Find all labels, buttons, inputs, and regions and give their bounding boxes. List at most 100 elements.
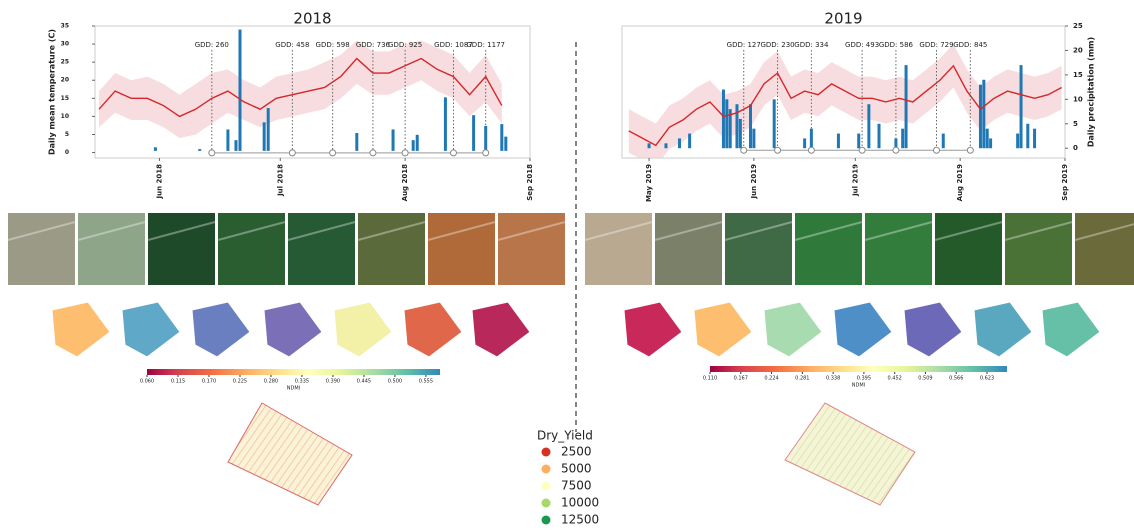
y2-tick-label: 5	[1073, 120, 1078, 128]
ndmi-field	[764, 302, 822, 357]
colorbar-tick-label: 0.115	[171, 379, 185, 385]
gdd-label: GDD: 736	[356, 41, 391, 49]
gdd-marker	[859, 147, 865, 153]
precipitation-bar	[239, 30, 242, 151]
legend-label: 2500	[561, 445, 592, 459]
x-tick-label: Aug 2019	[956, 164, 964, 201]
precipitation-bar	[472, 115, 475, 151]
colorbar-tick-label: 0.445	[357, 379, 371, 385]
colorbar-tick-label: 0.060	[140, 379, 154, 385]
colorbar-tick-label: 0.281	[795, 376, 809, 382]
colorbar	[710, 366, 1007, 372]
satellite-images	[8, 213, 1134, 285]
yield-map	[785, 403, 915, 505]
precipitation-bar	[198, 149, 201, 151]
ndmi-field	[334, 302, 392, 357]
precipitation-bar	[154, 147, 157, 151]
colorbar-tick-label: 0.110	[703, 376, 717, 382]
colorbar-tick-label: 0.623	[980, 376, 994, 382]
precipitation-bar	[857, 134, 860, 149]
precipitation-bar	[752, 129, 755, 149]
y-tick-label: 30	[61, 41, 69, 48]
colorbar-tick-label: 0.224	[764, 376, 778, 382]
colorbar-tick-label: 0.170	[202, 379, 216, 385]
gdd-marker	[402, 150, 408, 156]
ndmi-field	[624, 302, 682, 357]
temperature-band	[629, 44, 1062, 167]
precipitation-bar	[803, 138, 806, 148]
gdd-marker	[967, 147, 973, 153]
gdd-label: GDD: 127	[727, 41, 761, 49]
colorbar-tick-label: 0.390	[326, 379, 340, 385]
legend-marker	[542, 448, 551, 457]
precipitation-bar	[982, 80, 985, 148]
gdd-label: GDD: 493	[845, 41, 879, 49]
gdd-label: GDD: 458	[275, 41, 309, 49]
gdd-marker	[483, 150, 489, 156]
y-tick-label: 25	[61, 59, 69, 66]
y-tick-label: 5	[65, 131, 69, 138]
y-tick-label: 20	[61, 77, 69, 84]
precipitation-bar	[416, 135, 419, 151]
satellite-tile	[1075, 213, 1134, 285]
colorbar-tick-label: 0.225	[233, 379, 247, 385]
colorbar-label: NDMI	[852, 383, 865, 389]
y-tick-label: 0	[65, 149, 69, 156]
x-tick-label: Sep 2019	[1061, 164, 1069, 201]
precipitation-bar	[722, 90, 725, 149]
gdd-marker	[775, 147, 781, 153]
colorbar-tick-label: 0.500	[388, 379, 402, 385]
figure: 2018GDD: 260GDD: 458GDD: 598GDD: 736GDD:…	[0, 0, 1134, 532]
precipitation-bar	[905, 65, 908, 148]
legend-title: Dry_Yield	[537, 429, 593, 443]
precipitation-bar	[837, 134, 840, 149]
precipitation-bar	[986, 129, 989, 149]
gdd-label: GDD: 925	[388, 41, 422, 49]
y2-tick-label: 0	[1073, 144, 1078, 152]
gdd-marker	[330, 150, 336, 156]
precipitation-bar	[648, 143, 651, 148]
legend-marker	[542, 482, 551, 491]
colorbar-tick-label: 0.452	[888, 376, 902, 382]
legend-marker	[542, 499, 551, 508]
y-tick-label: 35	[61, 23, 69, 30]
colorbar-tick-label: 0.280	[264, 379, 278, 385]
plot-area	[629, 44, 1062, 167]
ndmi-field	[52, 302, 110, 357]
precipitation-bar	[664, 143, 667, 148]
temperature-band	[99, 40, 502, 138]
y2-tick-label: 10	[1073, 95, 1083, 103]
legend-label: 5000	[561, 462, 592, 476]
x-tick-label: Jul 2019	[851, 164, 859, 197]
precipitation-bar	[267, 108, 270, 151]
legend-label: 10000	[561, 496, 599, 510]
precipitation-bar	[263, 122, 266, 151]
y-axis-label: Daily mean temperature (C)	[48, 29, 57, 155]
x-tick-label: May 2019	[645, 164, 653, 202]
y2-axis-label: Daily precipitation (mm)	[1087, 37, 1096, 147]
precipitation-bar	[688, 134, 691, 149]
precipitation-bar	[867, 104, 870, 148]
precipitation-bar	[1020, 65, 1023, 148]
ndmi-field	[264, 302, 322, 357]
ndmi-field	[694, 302, 752, 357]
ndmi-field	[122, 302, 180, 357]
legend-marker	[542, 465, 551, 474]
colorbar-tick-label: 0.167	[734, 376, 748, 382]
colorbar-tick-label: 0.335	[295, 379, 309, 385]
colorbar-tick-label: 0.338	[826, 376, 840, 382]
precipitation-bar	[392, 129, 395, 150]
legend-marker	[542, 516, 551, 525]
precipitation-bar	[678, 138, 681, 148]
ndmi-field	[834, 302, 892, 357]
legend-label: 7500	[561, 479, 592, 493]
chart-title: 2018	[293, 10, 331, 28]
gdd-marker	[933, 147, 939, 153]
precipitation-bar	[444, 97, 447, 151]
colorbar-tick-label: 0.509	[918, 376, 932, 382]
colorbar-tick-label: 0.395	[857, 376, 871, 382]
colorbar-label: NDMI	[287, 386, 300, 392]
gdd-label: GDD: 230	[760, 41, 794, 49]
y-tick-label: 10	[61, 113, 69, 120]
precipitation-bar	[878, 124, 881, 148]
